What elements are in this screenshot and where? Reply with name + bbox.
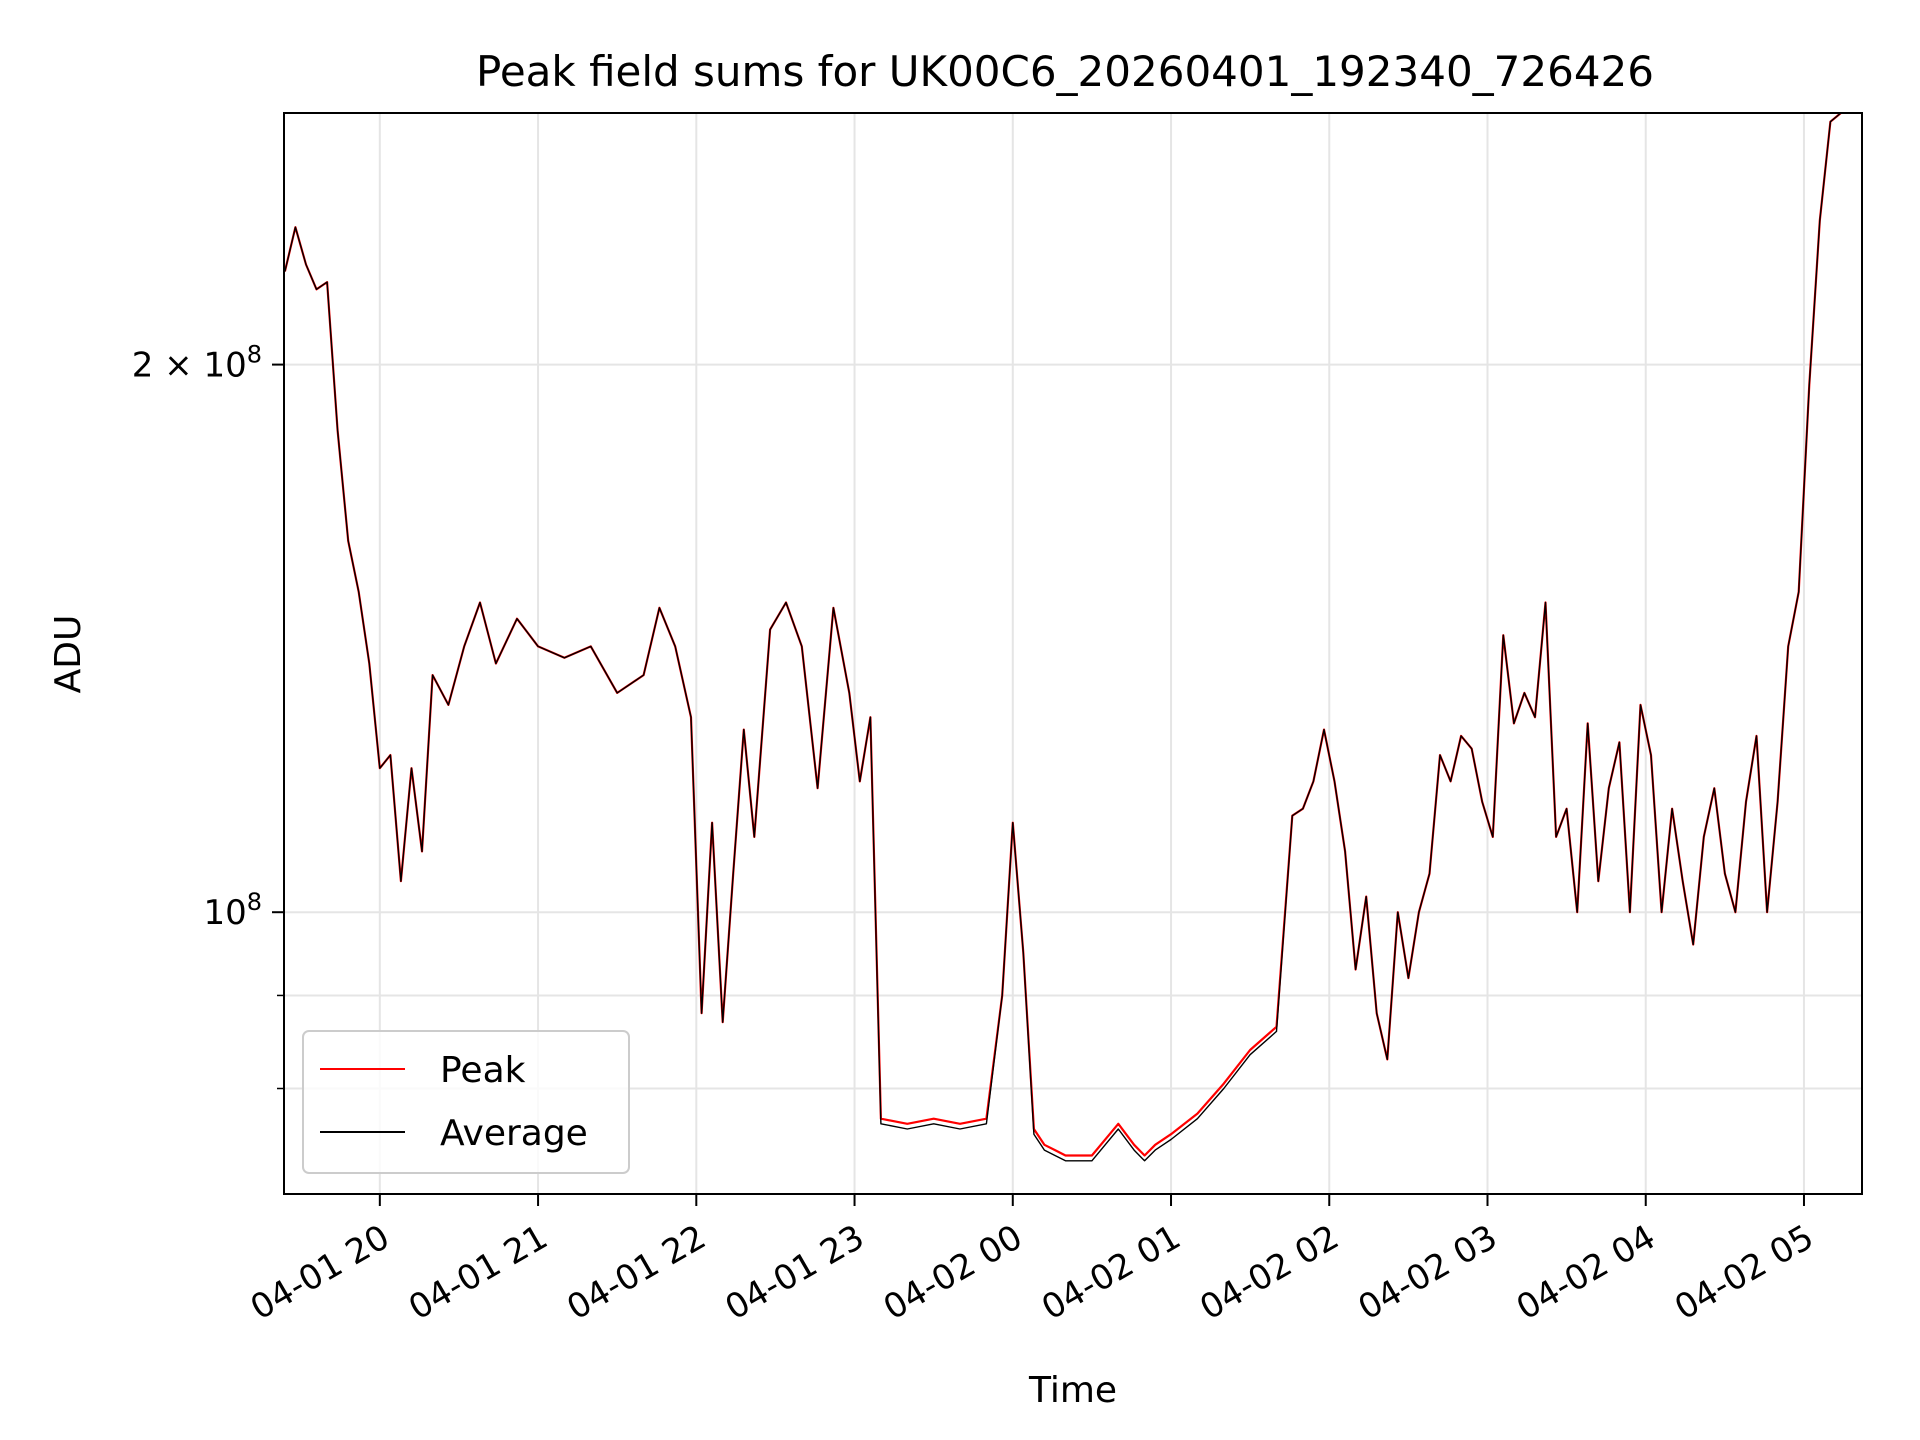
x-axis-label: Time <box>1028 1370 1117 1411</box>
series-line-average <box>284 112 1842 1162</box>
y-axis-label: ADU <box>48 615 89 694</box>
series-lines <box>283 112 1842 1162</box>
legend-label-peak: Peak <box>440 1050 526 1091</box>
chart-title: Peak field sums for UK00C6_20260401_1923… <box>476 47 1654 96</box>
legend-box <box>302 1030 630 1174</box>
legend-label-average: Average <box>440 1113 588 1154</box>
y-tick-label: 108 <box>203 888 262 933</box>
grid-lines <box>284 113 1862 1194</box>
plot-frame <box>283 112 1863 1195</box>
y-axis-ticks: 2 × 108 108 <box>132 341 284 1090</box>
y-tick-label: 2 × 108 <box>132 341 262 386</box>
legend: Peak Average <box>302 1030 630 1174</box>
